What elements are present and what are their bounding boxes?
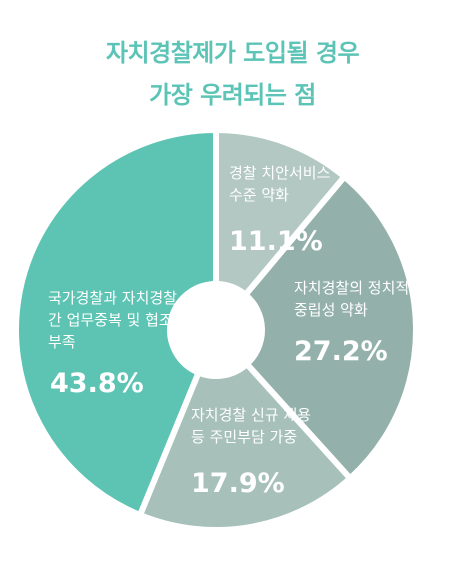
slice-2-label-line-2: 중립성 약화	[294, 301, 368, 319]
slice-2-label-line-1: 자치경찰의 정치적	[294, 279, 409, 297]
donut-slice-2	[241, 172, 419, 483]
slice-1-value-label: 11.1%	[229, 226, 323, 257]
slice-1-label-line-2: 수준 약화	[229, 186, 289, 204]
chart-title-line2: 가장 우려되는 점	[149, 81, 316, 109]
donut-slice-3	[136, 359, 355, 533]
donut-slice-4	[13, 126, 219, 519]
donut-slice-1	[213, 126, 349, 299]
slice-4-label-line-3: 부족	[48, 333, 76, 351]
slice-4-label-line-1: 국가경찰과 자치경찰	[48, 289, 177, 307]
slice-3-value-label: 17.9%	[191, 468, 285, 499]
slice-2-value-label: 27.2%	[294, 336, 388, 367]
slice-1-label-line-1: 경찰 치안서비스	[229, 164, 331, 182]
slice-3-label-line-2: 등 주민부담 가중	[191, 428, 297, 446]
chart-title-line1: 자치경찰제가 도입될 경우	[105, 39, 360, 67]
slice-4-value-label: 43.8%	[50, 368, 144, 399]
slice-3-label-line-1: 자치경찰 신규 채용	[191, 406, 311, 424]
slice-4-label-line-2: 간 업무중복 및 협조	[48, 311, 173, 329]
